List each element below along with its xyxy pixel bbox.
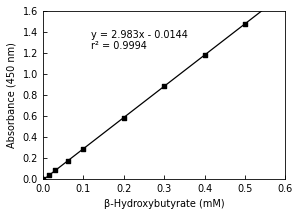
Point: [121, 116, 126, 119]
Point: [162, 85, 167, 88]
Point: [40, 177, 45, 180]
Text: y = 2.983x - 0.0144
r² = 0.9994: y = 2.983x - 0.0144 r² = 0.9994: [91, 30, 188, 51]
Point: [66, 159, 70, 162]
Point: [243, 22, 248, 25]
Point: [202, 53, 207, 57]
Y-axis label: Absorbance (450 nm): Absorbance (450 nm): [7, 42, 17, 148]
Point: [53, 169, 58, 172]
X-axis label: β-Hydroxybutyrate (mM): β-Hydroxybutyrate (mM): [104, 199, 224, 209]
Point: [81, 147, 85, 151]
Point: [46, 173, 51, 177]
